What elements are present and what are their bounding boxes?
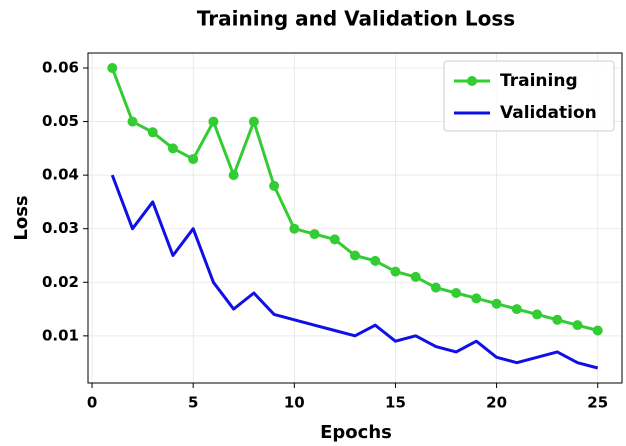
x-tick-label: 5 (188, 394, 198, 412)
x-tick-label: 0 (87, 394, 97, 412)
legend-label: Training (500, 71, 578, 91)
y-tick-label: 0.05 (42, 112, 79, 130)
x-tick-label: 10 (284, 394, 305, 412)
data-point (592, 325, 603, 336)
y-tick-label: 0.03 (42, 219, 79, 237)
y-tick-label: 0.06 (42, 59, 79, 77)
y-tick-label: 0.01 (42, 326, 79, 344)
data-point (248, 116, 259, 127)
data-point (390, 266, 401, 277)
series-line (110, 174, 599, 370)
x-tick-label: 25 (587, 394, 608, 412)
data-point (471, 293, 482, 304)
data-point (188, 154, 199, 165)
data-point (329, 234, 340, 245)
data-point (410, 271, 421, 282)
x-axis-label: Epochs (320, 422, 392, 443)
y-axis-label: Loss (11, 195, 32, 240)
data-point (269, 180, 280, 191)
y-tick-label: 0.02 (42, 273, 79, 291)
data-point (208, 116, 219, 127)
data-point (309, 229, 320, 240)
x-tick-label: 15 (385, 394, 406, 412)
data-point (532, 309, 543, 320)
x-tick-label: 20 (486, 394, 507, 412)
legend: Training Validation (443, 60, 615, 132)
data-point (511, 304, 522, 315)
data-point (430, 282, 441, 293)
chart-title: Training and Validation Loss (197, 7, 515, 31)
data-point (167, 143, 178, 154)
data-point (552, 314, 563, 325)
data-point (350, 250, 360, 261)
data-point (289, 223, 300, 234)
data-point (451, 288, 462, 298)
legend-label: Validation (500, 103, 597, 123)
legend-marker (467, 76, 477, 86)
data-point (370, 255, 381, 266)
data-point (127, 116, 138, 127)
y-tick-label: 0.04 (42, 166, 79, 184)
data-point (228, 170, 239, 181)
data-point (491, 298, 502, 309)
data-point (107, 63, 118, 73)
plot-frame (87, 52, 623, 384)
data-point (147, 127, 158, 138)
data-point (572, 320, 583, 331)
